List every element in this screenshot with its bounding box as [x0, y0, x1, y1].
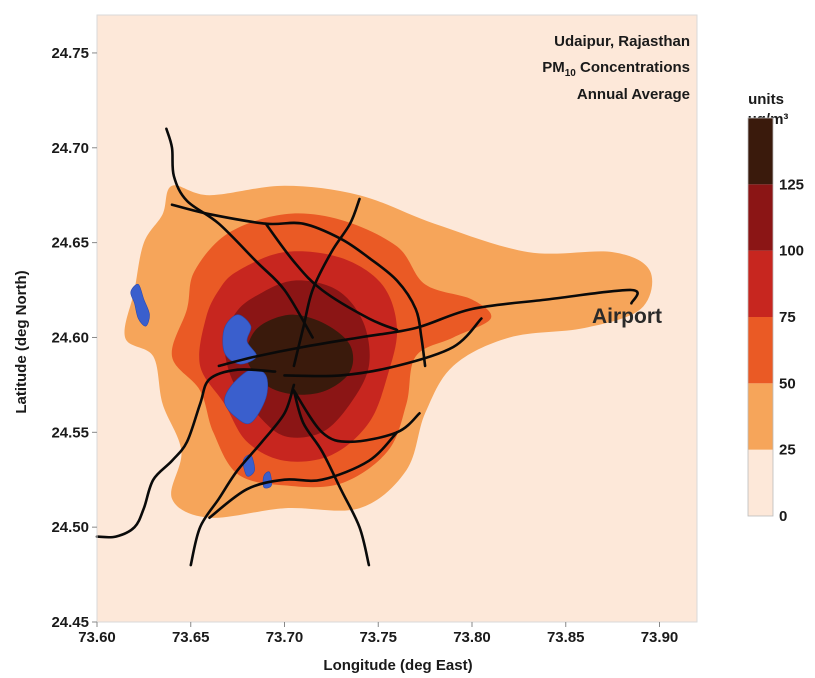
colorbar-tick-label: 25	[779, 442, 796, 459]
chart-title-line-3: Annual Average	[577, 86, 690, 103]
x-tick-label: 73.65	[172, 629, 210, 646]
road-11	[292, 389, 421, 444]
chart-title-line-1: Udaipur, Rajasthan	[554, 33, 690, 50]
road-2	[170, 203, 427, 368]
y-tick-label: 24.45	[51, 614, 89, 631]
chart-title-pm-rest: Concentrations	[576, 59, 690, 76]
x-tick-label: 73.80	[453, 629, 491, 646]
y-tick-label: 24.60	[51, 329, 89, 346]
road-3	[292, 197, 361, 368]
road-8	[189, 383, 296, 567]
road-9	[292, 389, 371, 567]
colorbar-segment-0	[748, 449, 773, 516]
airport-annotation: Airport	[592, 305, 662, 328]
water-body-1	[130, 283, 150, 327]
chart-title-line-2: PM10 Concentrations	[542, 59, 690, 79]
water-body-2	[222, 314, 257, 365]
colorbar-tick-label: 75	[779, 309, 796, 326]
colorbar-tick-label: 100	[779, 243, 804, 260]
road-4	[264, 222, 399, 332]
colorbar-segment-4	[748, 184, 773, 251]
y-tick-label: 24.70	[51, 140, 89, 157]
road-5	[217, 288, 639, 368]
x-tick-label: 73.90	[641, 629, 679, 646]
x-axis-label: Longitude (deg East)	[323, 657, 472, 674]
chart-title-pm-base: PM	[542, 59, 565, 76]
y-tick-label: 24.75	[51, 45, 89, 62]
y-axis-label: Latitude (deg North)	[13, 270, 30, 413]
y-tick-label: 24.65	[51, 235, 89, 252]
colorbar-segment-1	[748, 383, 773, 450]
plot-frame	[96, 14, 698, 623]
colorbar-segment-3	[748, 250, 773, 317]
x-tick-label: 73.75	[359, 629, 397, 646]
colorbar-frame	[747, 117, 774, 517]
colorbar-tick-label: 0	[779, 508, 787, 525]
x-tick-label: 73.85	[547, 629, 585, 646]
x-tick-label: 73.60	[78, 629, 116, 646]
colorbar-tick-label: 125	[779, 176, 804, 193]
colorbar-segment-2	[748, 317, 773, 384]
x-tick-label: 73.70	[266, 629, 304, 646]
road-10	[208, 431, 399, 519]
y-tick-label: 24.55	[51, 424, 89, 441]
colorbar-tick-label: 50	[779, 375, 796, 392]
road-6	[283, 317, 483, 378]
colorbar-units-label: units	[748, 91, 784, 108]
y-tick-label: 24.50	[51, 519, 89, 536]
chart-title-pm-sub: 10	[565, 68, 577, 79]
road-7	[95, 368, 277, 539]
colorbar-segment-5	[748, 118, 773, 185]
